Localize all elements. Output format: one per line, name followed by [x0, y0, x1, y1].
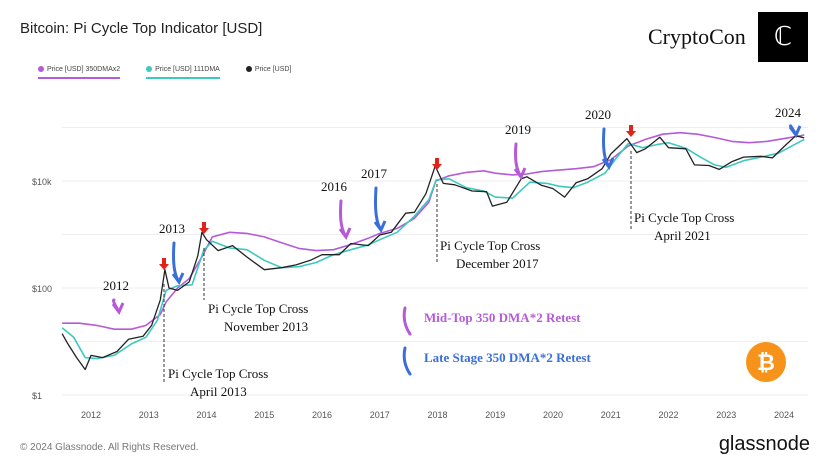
red-arrow-icon [199, 222, 209, 234]
legend-label: Price [USD] [254, 66, 292, 73]
annotation-year: 2017 [361, 166, 388, 181]
x-tick-label: 2018 [427, 410, 447, 420]
red-arrow-icon [626, 125, 636, 137]
glassnode-logo: glassnode [718, 433, 810, 455]
key-arrow-icon [402, 306, 412, 336]
x-tick-label: 2020 [543, 410, 563, 420]
arrow-head-icon [171, 272, 185, 285]
arrow-head-icon [111, 302, 125, 315]
x-tick-label: 2014 [196, 410, 216, 420]
red-arrow-icon [159, 258, 169, 270]
key-label: Mid-Top 350 DMA*2 Retest [424, 310, 581, 325]
pi-cycle-cross-label: Pi Cycle Top Cross [634, 210, 734, 225]
pi-cycle-cross-label: Pi Cycle Top Cross [168, 366, 268, 381]
x-tick-label: 2023 [716, 410, 736, 420]
arrow-head-icon [513, 167, 527, 180]
annotation-year: 2012 [103, 278, 129, 293]
legend: Price [USD] 350DMAx2 Price [USD] 111DMA … [38, 66, 291, 79]
bitcoin-symbol: ₿ [757, 350, 775, 375]
legend-label: Price [USD] 350DMAx2 [47, 66, 121, 73]
x-tick-label: 2021 [601, 410, 621, 420]
x-tick-label: 2013 [139, 410, 159, 420]
annotation-year: 2020 [585, 107, 611, 122]
x-tick-label: 2016 [312, 410, 332, 420]
series-line-price [61, 135, 805, 371]
brand-logo: ℂ [758, 12, 808, 62]
x-tick-label: 2012 [81, 410, 101, 420]
pi-cycle-cross-date: December 2017 [456, 256, 539, 271]
red-arrow-icon [432, 158, 442, 170]
annotation-year: 2019 [505, 122, 531, 137]
pi-cycle-cross-date: April 2021 [654, 228, 711, 243]
bitcoin-icon [746, 342, 786, 382]
arrow-head-icon [788, 125, 802, 138]
pi-cycle-cross-date: April 2013 [190, 384, 247, 399]
legend-label: Price [USD] 111DMA [155, 66, 220, 73]
arrow-head-icon [601, 157, 615, 170]
x-tick-label: 2019 [485, 410, 505, 420]
pi-cycle-cross-label: Pi Cycle Top Cross [440, 238, 540, 253]
x-tick-label: 2024 [774, 410, 794, 420]
copyright: © 2024 Glassnode. All Rights Reserved. [20, 442, 199, 453]
brand-name: CryptoCon [648, 24, 746, 49]
pi-cycle-cross-label: Pi Cycle Top Cross [208, 301, 308, 316]
x-tick-label: 2015 [254, 410, 274, 420]
chart-title: Bitcoin: Pi Cycle Top Indicator [USD] [20, 20, 263, 37]
y-tick-label: $1 [32, 391, 42, 401]
annotation-year: 2013 [159, 221, 185, 236]
annotation-year: 2016 [321, 179, 348, 194]
key-arrow-icon [402, 346, 412, 376]
legend-item-111dma[interactable]: Price [USD] 111DMA [146, 66, 220, 79]
x-tick-label: 2017 [370, 410, 390, 420]
y-tick-label: $100 [32, 284, 52, 294]
y-tick-label: $10k [32, 177, 52, 187]
series-line-111dma [61, 138, 805, 360]
arrow-head-icon [373, 220, 387, 233]
key-label: Late Stage 350 DMA*2 Retest [424, 350, 591, 365]
x-tick-label: 2022 [658, 410, 678, 420]
legend-item-price[interactable]: Price [USD] [245, 66, 292, 79]
pi-cycle-cross-date: November 2013 [224, 319, 308, 334]
annotation-year: 2024 [775, 105, 802, 120]
legend-item-350dma[interactable]: Price [USD] 350DMAx2 [38, 66, 121, 79]
arrow-head-icon [338, 227, 352, 240]
